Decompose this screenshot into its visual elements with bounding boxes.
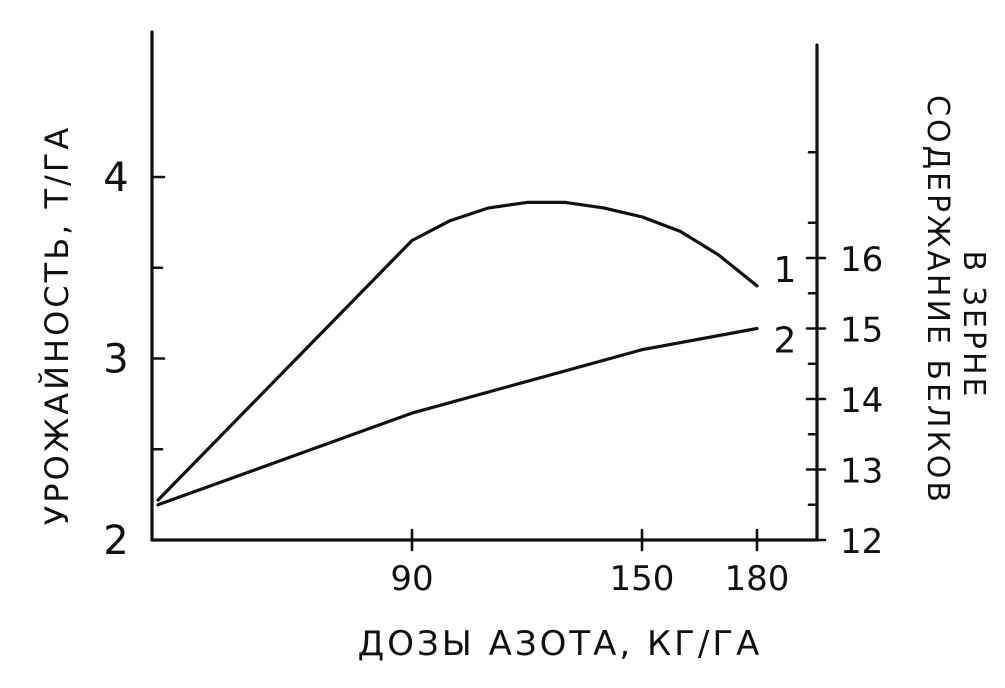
- y-right-tick-label: 12: [840, 522, 883, 562]
- x-tick-label: 180: [725, 559, 790, 599]
- x-tick-label: 90: [390, 559, 433, 599]
- y-right-tick-label: 13: [840, 452, 883, 492]
- y-right-tick-label: 14: [840, 381, 883, 421]
- y-right-tick-label: 16: [840, 240, 883, 280]
- y-axis-right-title-line2: В ЗЕРНЕ: [956, 251, 991, 400]
- curves-layer: [156, 200, 759, 507]
- y-left-tick-label: 3: [103, 337, 128, 383]
- series-label-2: 2: [774, 321, 797, 362]
- ticks-layer: [150, 150, 827, 552]
- y-left-tick-label: 2: [103, 518, 128, 564]
- y-axis-left-title: УРОЖАЙНОСТЬ, Т/ГА: [38, 125, 76, 525]
- x-tick-label: 150: [610, 559, 675, 599]
- y-right-tick-label: 15: [840, 311, 883, 351]
- series-label-1: 1: [774, 250, 797, 291]
- x-axis-title: ДОЗЫ АЗОТА, КГ/ГА: [358, 624, 763, 664]
- y-left-tick-label: 4: [103, 155, 128, 201]
- series-line-1: [156, 200, 759, 502]
- y-axis-right-title-line1: СОДЕРЖАНИЕ БЕЛКОВ: [920, 95, 955, 505]
- series-line-2: [156, 326, 759, 507]
